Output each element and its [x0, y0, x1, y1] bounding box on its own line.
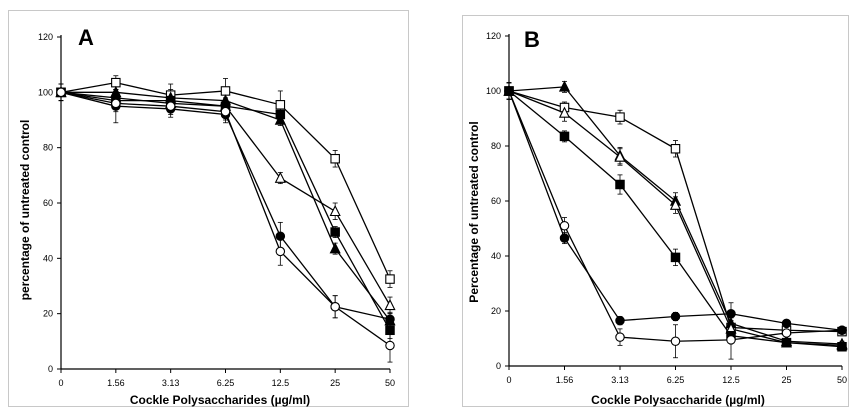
chart-a-series-4-point: [330, 227, 340, 237]
chart-b-x-tick-label: 6.25: [667, 375, 685, 385]
chart-a-x-tick-label: 6.25: [217, 378, 235, 388]
chart-a-y-tick-label: 0: [48, 364, 53, 374]
chart-b-series-4-point: [781, 337, 792, 348]
y-axis-title-a: percentage of untreated control: [18, 120, 32, 301]
chart-b-series-5-point: [726, 335, 736, 345]
chart-a-series-2-point: [329, 204, 341, 217]
chart-b-y-tick-label: 60: [491, 196, 501, 206]
chart-b-series-5-point: [615, 332, 625, 342]
chart-b-frame: [462, 15, 849, 407]
chart-a-y-tick-label: 80: [43, 143, 53, 153]
chart-b-x-tick-label: 3.13: [611, 375, 629, 385]
chart-b-svg: B Cockle Polysaccharide (µg/ml) Percenta…: [462, 15, 849, 407]
chart-a-y-tick-label: 60: [43, 198, 53, 208]
chart-b-series-6-point: [837, 325, 847, 335]
chart-b-series-6-point: [559, 233, 570, 243]
chart-b-x-tick-label: 1.56: [556, 375, 574, 385]
chart-a-x-tick-label: 25: [330, 378, 340, 388]
chart-a-series-6-point: [220, 106, 231, 117]
chart-b-series-1-point: [615, 112, 625, 122]
chart-b-series-4-line: [508, 90, 843, 348]
chart-a-series-6-point: [330, 301, 340, 312]
x-axis-title-a: Cockle Polysaccharides (µg/ml): [130, 393, 310, 407]
chart-b-y-tick-label: 20: [491, 306, 501, 316]
panel-b-letter: B: [524, 27, 540, 52]
chart-a-y-tick-label: 40: [43, 253, 53, 263]
chart-a-series-6-point: [56, 87, 66, 98]
chart-b-series-3-line: [508, 90, 843, 347]
chart-b-series-4-point: [615, 179, 625, 190]
chart-a-x-tick-label: 3.13: [162, 378, 180, 388]
chart-b-y-tick-label: 0: [496, 361, 501, 371]
chart-a-x-tick-label: 1.56: [107, 378, 125, 388]
chart-a-y-tick-label: 120: [38, 32, 53, 42]
x-axis-title-b: Cockle Polysaccharide (µg/ml): [591, 393, 765, 407]
chart-a-frame: [8, 10, 409, 407]
chart-b-series-6-point: [781, 318, 792, 329]
chart-a-svg: A Cockle Polysaccharides (µg/ml) percent…: [8, 10, 409, 407]
chart-b-series-2-point: [558, 80, 571, 92]
chart-a-series-6-point: [385, 340, 395, 351]
chart-a-y-tick-label: 100: [38, 87, 53, 97]
chart-b-series-4-point: [559, 131, 570, 142]
chart-b-y-tick-label: 120: [486, 31, 501, 41]
chart-a-series-2-point: [384, 298, 396, 311]
chart-a-series-1-point: [220, 86, 231, 96]
chart-b-series-6-point: [504, 86, 514, 96]
chart-a-series-6-point: [111, 98, 121, 109]
chart-b-x-tick-label: 50: [837, 375, 847, 385]
chart-b-x-tick-label: 25: [781, 375, 791, 385]
chart-b-y-tick-label: 100: [486, 86, 501, 96]
chart-b-series-3-point: [669, 198, 682, 210]
chart-a-y-tick-label: 20: [43, 309, 53, 319]
chart-b-series-6-point: [615, 315, 625, 326]
chart-b-series-6-point: [726, 308, 736, 319]
chart-a-series-5-point: [275, 231, 286, 241]
chart-b-series-3-point: [558, 106, 571, 118]
chart-a-series-1-point: [111, 77, 121, 88]
chart-a-series-6-point: [275, 246, 286, 257]
chart-panel-a: A Cockle Polysaccharides (µg/ml) percent…: [0, 0, 412, 408]
chart-a-series-3-point: [274, 113, 286, 125]
chart-panel-b: B Cockle Polysaccharide (µg/ml) Percenta…: [452, 0, 850, 408]
chart-a-x-tick-label: 12.5: [272, 378, 290, 388]
chart-b-y-tick-label: 40: [491, 251, 501, 261]
chart-a-series-5-line: [60, 91, 391, 320]
chart-b-series-6-point: [670, 311, 681, 322]
chart-b-series-3-point: [614, 150, 626, 162]
chart-a-series-6-point: [165, 101, 176, 111]
chart-b-series-5-point: [559, 221, 570, 231]
chart-a-series-1-point: [275, 100, 286, 110]
chart-b-series-5-line: [508, 90, 843, 342]
chart-b-series-5-point: [670, 336, 681, 346]
chart-b-series-4-point: [670, 252, 681, 263]
chart-a-series-4-line: [60, 91, 391, 331]
chart-a-series-2-point: [274, 171, 286, 183]
chart-a-series-5-point: [385, 314, 395, 324]
chart-a-series-4-point: [385, 325, 395, 336]
chart-b-x-tick-label: 0: [506, 375, 511, 385]
chart-a-series-3-line: [61, 91, 391, 321]
chart-b-series-2-line: [508, 86, 843, 345]
chart-b-series-1-point: [670, 144, 681, 154]
chart-a-series-2-line: [60, 91, 391, 306]
chart-b-y-tick-label: 80: [491, 141, 501, 151]
chart-a-series-1-point: [385, 274, 395, 284]
chart-a-series-1-point: [330, 153, 340, 164]
chart-b-x-tick-label: 12.5: [722, 375, 740, 385]
chart-b-series-5-point: [781, 328, 792, 338]
chart-a-series-4-point: [275, 109, 286, 120]
chart-a-series-3-point: [329, 242, 341, 254]
panel-a-letter: A: [78, 25, 94, 50]
chart-a-x-tick-label: 0: [58, 378, 63, 388]
chart-b-series-4-point: [837, 341, 847, 352]
y-axis-title-b: Percentage of untreated control: [467, 121, 481, 302]
chart-a-x-tick-label: 50: [385, 378, 395, 388]
